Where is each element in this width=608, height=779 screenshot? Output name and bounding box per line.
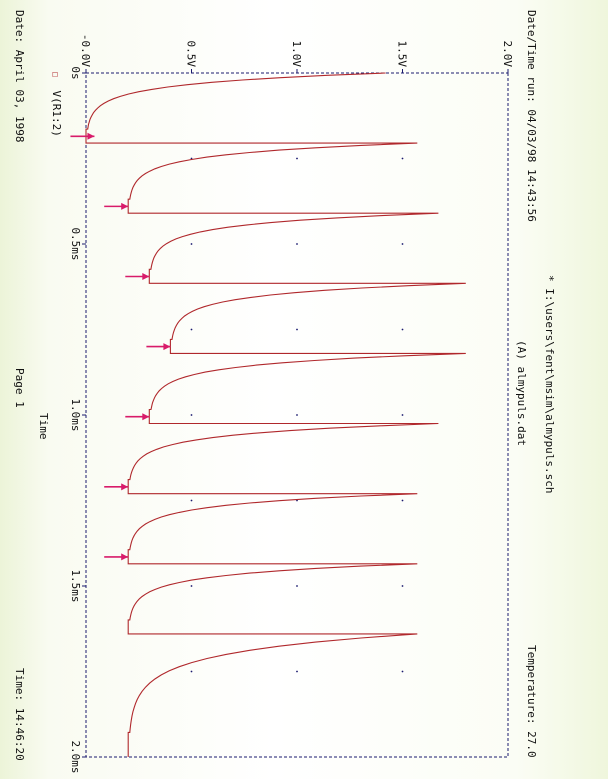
- grid-dot: [190, 585, 193, 587]
- y-tick-label: 2.0V: [501, 41, 514, 68]
- y-tick-label: -0.0V: [79, 34, 92, 67]
- marker-arrow-head: [87, 132, 95, 140]
- marker-arrow-head: [121, 202, 129, 210]
- marker-arrow-head: [163, 343, 171, 351]
- grid-dot: [296, 157, 298, 160]
- grid-dot: [296, 243, 298, 245]
- grid-dot: [401, 157, 404, 160]
- grid-dot: [296, 414, 298, 416]
- y-tick-label: 0.5V: [185, 41, 198, 68]
- grid-dot: [296, 328, 298, 331]
- grid-dot: [190, 243, 193, 245]
- grid-dot: [296, 670, 298, 673]
- x-tick-label: 1.5ms: [69, 569, 82, 602]
- x-tick-label: 0s: [69, 66, 82, 79]
- grid-dot: [401, 328, 404, 331]
- grid-dot: [190, 670, 193, 673]
- marker-arrow-head: [121, 483, 129, 491]
- y-tick-label: 1.0V: [290, 41, 303, 68]
- grid-dot: [190, 499, 193, 502]
- grid-dot: [401, 243, 404, 245]
- trace-v-r1-2: [85, 72, 466, 757]
- x-tick-label: 0.5ms: [69, 227, 82, 260]
- marker-arrow-head: [142, 272, 150, 280]
- marker-arrow-head: [121, 553, 129, 561]
- x-tick-label: 2.0ms: [69, 740, 82, 773]
- grid-dot: [190, 328, 193, 331]
- grid-dot: [401, 670, 404, 673]
- grid-dot: [190, 414, 193, 416]
- grid-dot: [401, 499, 404, 502]
- x-tick-label: 1.0ms: [69, 398, 82, 431]
- y-tick-label: 1.5V: [396, 41, 409, 68]
- marker-arrow-head: [142, 413, 150, 421]
- grid-dot: [296, 585, 298, 587]
- grid-dot: [401, 414, 404, 416]
- grid-dot: [401, 585, 404, 587]
